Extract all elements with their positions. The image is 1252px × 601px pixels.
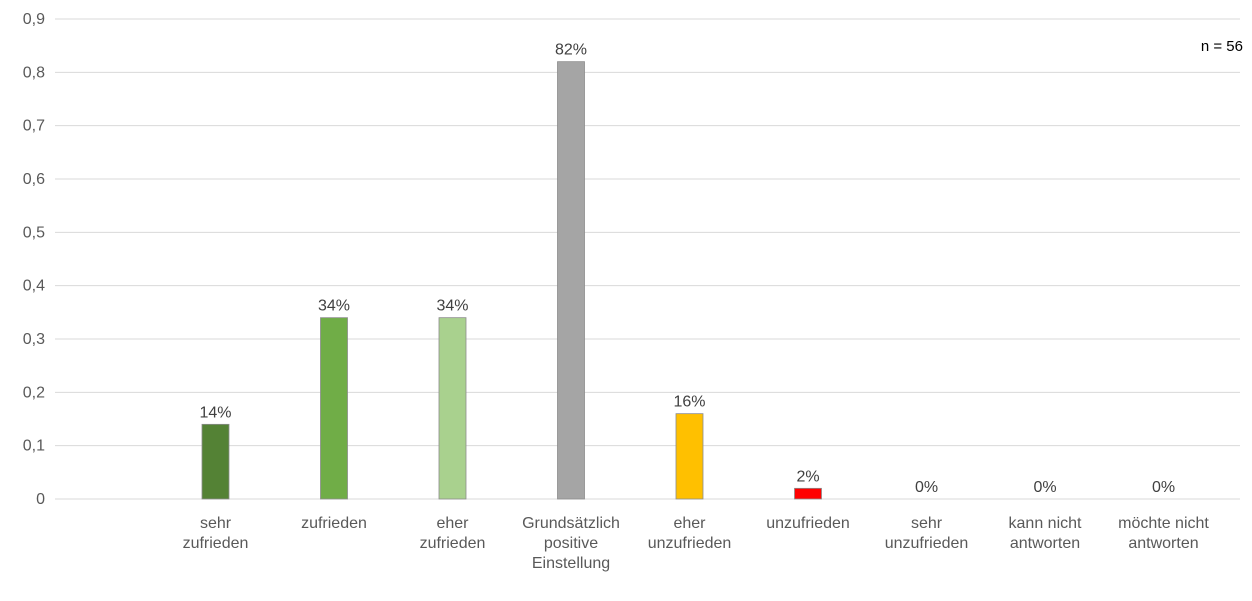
- data-label: 2%: [796, 468, 819, 485]
- y-tick-label: 0,6: [23, 171, 45, 188]
- y-axis-ticks: 0 0,1 0,2 0,3 0,4 0,5 0,6 0,7 0,8 0,9: [23, 11, 45, 508]
- bar: [675, 413, 704, 500]
- category-label: Grundsätzlich positive Einstellung: [522, 515, 620, 572]
- y-tick-label: 0,7: [23, 118, 45, 135]
- category-label: kann nicht antworten: [1009, 515, 1082, 552]
- data-label: 82%: [555, 42, 587, 59]
- category-label: sehr unzufrieden: [885, 515, 969, 552]
- category-label: eher zufrieden: [420, 515, 486, 552]
- gridlines: [55, 18, 1240, 500]
- data-label: 34%: [436, 298, 468, 315]
- bar: [201, 423, 230, 500]
- bar: [438, 317, 467, 500]
- data-label: 14%: [199, 404, 231, 421]
- bar: [320, 317, 348, 500]
- category-label: unzufrieden: [766, 515, 850, 532]
- category-labels: sehr zufrieden zufrieden eher zufrieden Grund…: [183, 515, 1210, 572]
- category-label: sehr zufrieden: [183, 515, 249, 552]
- sample-size-note: n = 56: [1201, 38, 1243, 55]
- category-label: eher unzufrieden: [648, 515, 732, 552]
- bar: [794, 487, 822, 500]
- bar: [557, 61, 585, 500]
- y-tick-label: 0,2: [23, 384, 45, 401]
- y-tick-label: 0: [36, 491, 45, 508]
- category-label: möchte nicht antworten: [1118, 515, 1209, 552]
- y-tick-label: 0,8: [23, 64, 45, 81]
- y-tick-label: 0,3: [23, 331, 45, 348]
- data-labels: 14% 34% 34% 82% 16% 2% 0% 0% 0%: [199, 42, 1175, 496]
- y-tick-label: 0,9: [23, 11, 45, 28]
- data-label: 0%: [1152, 479, 1175, 496]
- data-label: 34%: [318, 298, 350, 315]
- y-tick-label: 0,1: [23, 438, 45, 455]
- y-tick-label: 0,4: [23, 278, 45, 295]
- data-label: 0%: [915, 479, 938, 496]
- data-label: 16%: [673, 394, 705, 411]
- data-label: 0%: [1033, 479, 1056, 496]
- y-tick-label: 0,5: [23, 224, 45, 241]
- category-label: zufrieden: [301, 515, 367, 532]
- bars: [201, 61, 822, 500]
